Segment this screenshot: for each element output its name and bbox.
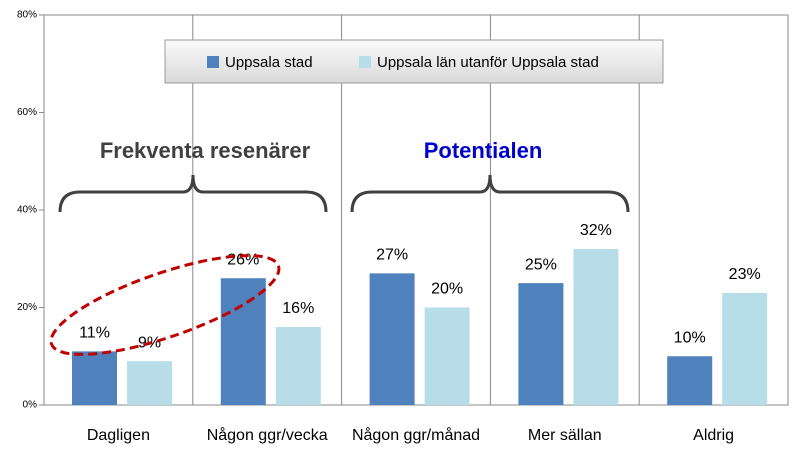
y-tick-label: 80% (17, 10, 37, 21)
bar (72, 351, 117, 405)
bar (667, 356, 713, 405)
data-label: 25% (525, 256, 557, 273)
x-tick-label: Aldrig (693, 427, 734, 444)
data-label: 20% (431, 281, 463, 298)
x-tick-label: Någon ggr/månad (352, 426, 480, 444)
annotation: Frekventa resenärer (100, 138, 311, 163)
bar (127, 361, 172, 405)
data-label: 27% (376, 247, 408, 264)
data-label: 11% (79, 325, 110, 342)
x-tick-label: Mer sällan (528, 427, 602, 444)
bar (722, 292, 768, 405)
bar (220, 278, 266, 405)
brace (58, 174, 328, 213)
bar (424, 307, 470, 405)
brace (350, 174, 630, 213)
legend-label: Uppsala stad (225, 54, 313, 71)
bar (275, 327, 321, 405)
x-tick-label: Dagligen (87, 427, 150, 444)
y-tick-label: 0% (23, 400, 38, 411)
y-tick-label: 60% (17, 107, 37, 118)
legend-swatch (207, 56, 219, 68)
bar (369, 273, 415, 405)
y-tick-label: 40% (17, 205, 37, 216)
highlight-ellipse (49, 254, 281, 356)
data-label: 10% (674, 329, 706, 346)
bar (573, 249, 619, 405)
annotation: Potentialen (424, 138, 543, 163)
data-label: 23% (729, 266, 761, 283)
data-label: 26% (227, 251, 259, 268)
legend-label: Uppsala län utanför Uppsala stad (377, 54, 599, 71)
bar (518, 283, 564, 405)
legend-box (164, 39, 664, 84)
data-label: 32% (580, 222, 612, 239)
y-tick-label: 20% (17, 302, 37, 313)
legend-swatch (359, 56, 371, 68)
x-tick-label: Någon ggr/vecka (207, 426, 328, 444)
data-label: 16% (282, 300, 314, 317)
